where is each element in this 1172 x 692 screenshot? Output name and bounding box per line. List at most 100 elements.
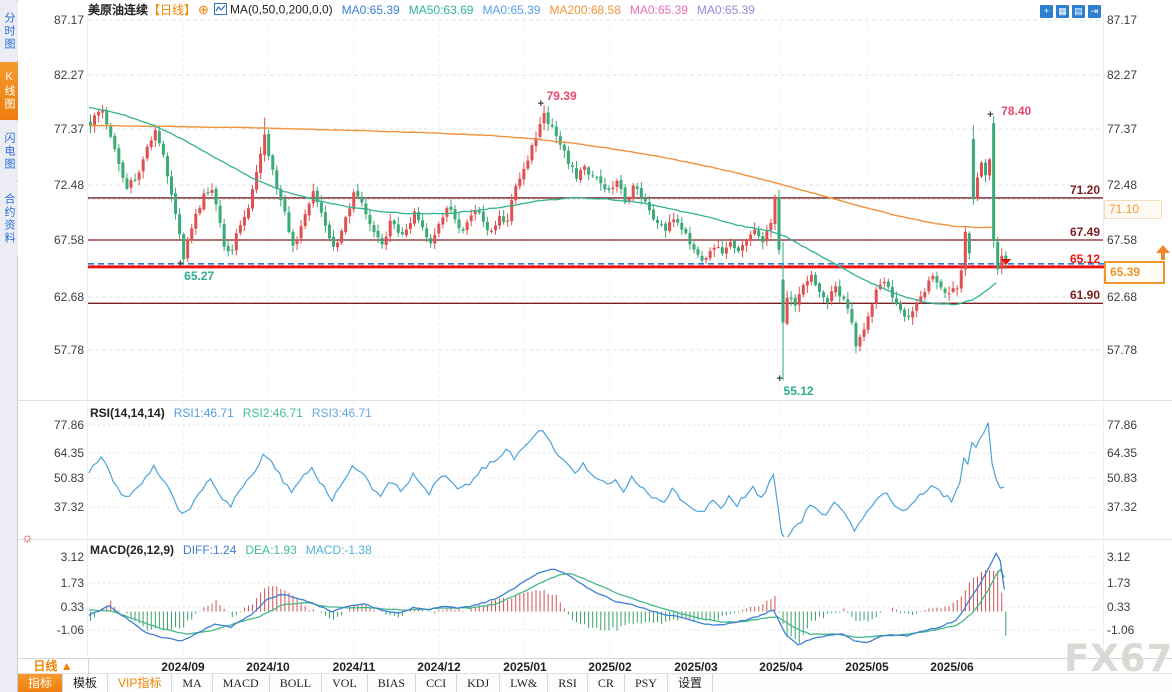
indicator-tab-设置[interactable]: 设置 [668,674,713,692]
indicator-tab-指标[interactable]: 指标 [18,674,64,692]
x-axis-label: 2025/04 [759,660,803,674]
y-axis-label: 64.35 [1107,446,1138,460]
y-axis-label: 62.68 [1107,290,1138,304]
macd-legend-value-0: DIFF:1.24 [183,543,237,557]
y-axis-label: 37.32 [1107,500,1138,514]
ma-settings-label: MA(0,50,0,200,0,0) [229,2,333,17]
price-alert-arrow-icon[interactable] [1156,245,1170,253]
price-annotation: 55.12 [783,384,814,399]
y-axis-label: 57.78 [1107,343,1138,357]
y-axis-label: 82.27 [1107,68,1138,82]
indicator-tab-CCI[interactable]: CCI [416,674,458,692]
indicator-tab-VIP指标[interactable]: VIP指标 [108,674,173,692]
indicator-tab-RSI[interactable]: RSI [548,674,588,692]
period-tag: 【日线】 [148,3,197,17]
indicator-tab-MACD[interactable]: MACD [213,674,270,692]
y-axis-label: 50.83 [53,471,84,485]
indicator-tab-VOL[interactable]: VOL [322,674,368,692]
y-axis-label: 64.35 [53,446,84,460]
exit-icon[interactable]: ⇥ [1088,5,1101,18]
x-axis-label: 2024/12 [417,660,461,674]
move-icon[interactable]: + [1040,5,1053,18]
y-axis-label: 57.78 [53,343,84,357]
y-axis-label: 1.73 [60,576,84,590]
indicator-settings-icon[interactable]: ☼ [21,529,34,545]
y-axis-label: 72.48 [53,178,84,192]
price-marker: + [776,373,783,386]
macd-legend-value-2: MACD:-1.38 [305,543,372,557]
sidebar-tab-1[interactable]: K线图 [0,62,18,120]
ma-value-5: MA0:65.39 [696,2,755,17]
y-axis-label: 50.83 [1107,471,1138,485]
indicator-tab-KDJ[interactable]: KDJ [457,674,501,692]
y-axis-label: 87.17 [53,13,84,27]
indicator-tab-BOLL[interactable]: BOLL [270,674,323,692]
macd-header: MACD(26,12,9) DIFF:1.24 DEA:1.93 MACD:-1.38 [90,543,372,557]
rsi-header: RSI(14,14,14) RSI1:46.71 RSI2:46.71 RSI3:46… [90,406,372,420]
macd-dea-line [88,568,1005,639]
y-axis-label: 3.12 [1107,550,1131,564]
level-label: 67.49 [1069,224,1100,239]
sidebar-tab-3[interactable]: 合约资料 [0,182,18,256]
gridlines [18,14,1172,656]
rsi-title: RSI(14,14,14) [90,406,165,420]
alert-price-label[interactable]: 71.10 [1104,200,1162,219]
indicator-tab-PSY[interactable]: PSY [625,674,668,692]
x-axis-label: 2025/05 [845,660,889,674]
price-annotation: 78.40 [1001,104,1032,119]
y-axis-label: 0.33 [1107,600,1131,614]
macd-legend-value-1: DEA:1.93 [245,543,297,557]
price-marker: + [177,258,184,271]
price-marker: + [987,109,994,122]
current-price-label: 65.39 [1104,261,1165,284]
rsi-legend-value-2: RSI3:46.71 [311,406,372,420]
ma-value-3: MA200:68.58 [549,2,621,17]
last-price-arrow-icon [1001,259,1011,265]
rsi-line [88,422,1005,537]
x-axis-label: 2025/06 [930,660,974,674]
y-axis-label: 77.86 [53,418,84,432]
y-axis-label: 62.68 [53,290,84,304]
y-axis-label: 37.32 [53,500,84,514]
y-axis-label: -1.06 [56,623,84,637]
ma50-line [88,106,997,306]
indicator-tab-LW&[interactable]: LW& [500,674,549,692]
chart-toolbar: + ▦ ▤ ⇥ [1037,3,1101,18]
indicator-tab-BIAS[interactable]: BIAS [368,674,417,692]
level-label: 65.12 [1069,251,1100,266]
x-axis-label: 2024/09 [161,660,205,674]
price-annotation: 65.27 [184,269,215,284]
ma-value-2: MA0:65.39 [482,2,541,17]
period-selector-button[interactable]: 日线 ▲ [18,659,89,674]
kline-settings-icon[interactable] [213,2,227,15]
add-indicator-icon[interactable]: ⊕ [198,1,209,17]
ma-value-0: MA0:65.39 [341,2,400,17]
x-axis-label: 2025/03 [674,660,718,674]
indicator-tab-模板[interactable]: 模板 [63,674,109,692]
indicator-tab-MA[interactable]: MA [172,674,213,692]
sidebar-tab-0[interactable]: 分时图 [0,2,18,60]
macd-histogram [90,570,1007,644]
y-axis-label: 87.17 [1107,13,1138,27]
ma-value-4: MA0:65.39 [629,2,688,17]
price-marker: + [537,98,545,111]
rsi-legend-value-0: RSI1:46.71 [173,406,234,420]
grid-scale-icon[interactable]: ▦ [1056,5,1069,18]
x-axis-row: 日线 ▲ 2024/09 2024/10 2024/11 2024/12 2025/01… [18,658,1172,674]
y-axis-label: 77.37 [53,122,84,136]
candles-layer[interactable] [89,105,1008,381]
rsi-legend-value-1: RSI2:46.71 [242,406,303,420]
price-annotation: 79.39 [546,89,577,104]
sidebar-tab-2[interactable]: 闪电图 [0,122,18,180]
level-label: 61.90 [1069,288,1100,303]
axis-scale-icon[interactable]: ▤ [1072,5,1085,18]
price-alert-arrow-stem [1161,253,1165,260]
indicator-tab-bar: 指标 模板 VIP指标 MA MACD BOLL VOL BIAS CCI KDJ LW& RSI CR… [18,673,1172,692]
chart-header: 美原油连续【日线】 ⊕ MA(0,50,0,200,0,0) MA0:65.39 MA5… [88,1,755,18]
indicator-tab-CR[interactable]: CR [588,674,625,692]
x-axis-label: 2025/01 [503,660,547,674]
y-axis-label: 82.27 [53,68,84,82]
